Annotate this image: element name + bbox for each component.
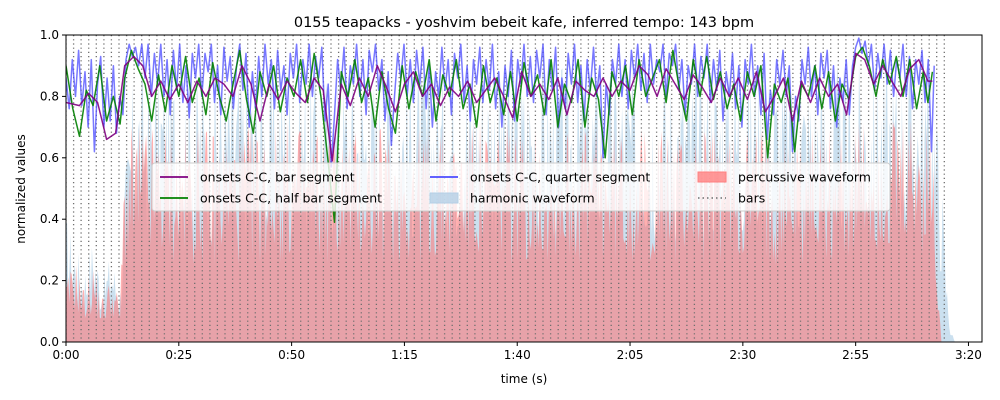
x-tick-label: 2:05 (617, 348, 644, 362)
x-tick-label: 2:30 (729, 348, 756, 362)
x-tick-label: 2:55 (842, 348, 869, 362)
y-tick-label: 0.2 (40, 274, 59, 288)
y-axis: 0.0 0.2 0.4 0.6 0.8 1.0 (40, 28, 66, 349)
legend-label: onsets C-C, quarter segment (470, 170, 650, 185)
y-tick-label: 0.6 (40, 151, 59, 165)
y-tick-label: 1.0 (40, 28, 59, 42)
y-tick-label: 0.4 (40, 212, 59, 226)
y-tick-label: 0.0 (40, 335, 59, 349)
x-tick-label: 0:00 (53, 348, 80, 362)
x-axis-label: time (s) (501, 372, 548, 386)
y-tick-label: 0.8 (40, 89, 59, 103)
x-tick-label: 1:40 (504, 348, 531, 362)
legend-label: percussive waveform (738, 170, 871, 185)
onset-series (66, 37, 935, 224)
x-tick-label: 0:50 (278, 348, 305, 362)
x-tick-label: 3:20 (955, 348, 982, 362)
legend-label: harmonic waveform (470, 191, 595, 206)
legend-label: bars (738, 191, 765, 206)
plot-frame (65, 34, 983, 343)
y-axis-label: normalized values (14, 134, 28, 244)
legend-label: onsets C-C, bar segment (200, 170, 355, 185)
chart-title: 0155 teapacks - yoshvim bebeit kafe, inf… (294, 15, 754, 31)
x-axis: 0:00 0:25 0:50 1:15 1:40 2:05 2:30 2:55 3:20 (53, 342, 982, 362)
legend-label: onsets C-C, half bar segment (200, 191, 382, 206)
x-tick-label: 0:25 (165, 348, 192, 362)
series-line-1 (66, 52, 933, 162)
legend-swatch (697, 171, 727, 183)
legend: onsets C-C, bar segment onsets C-C, half … (151, 162, 891, 212)
x-tick-label: 1:15 (391, 348, 418, 362)
legend-swatch (429, 192, 459, 204)
